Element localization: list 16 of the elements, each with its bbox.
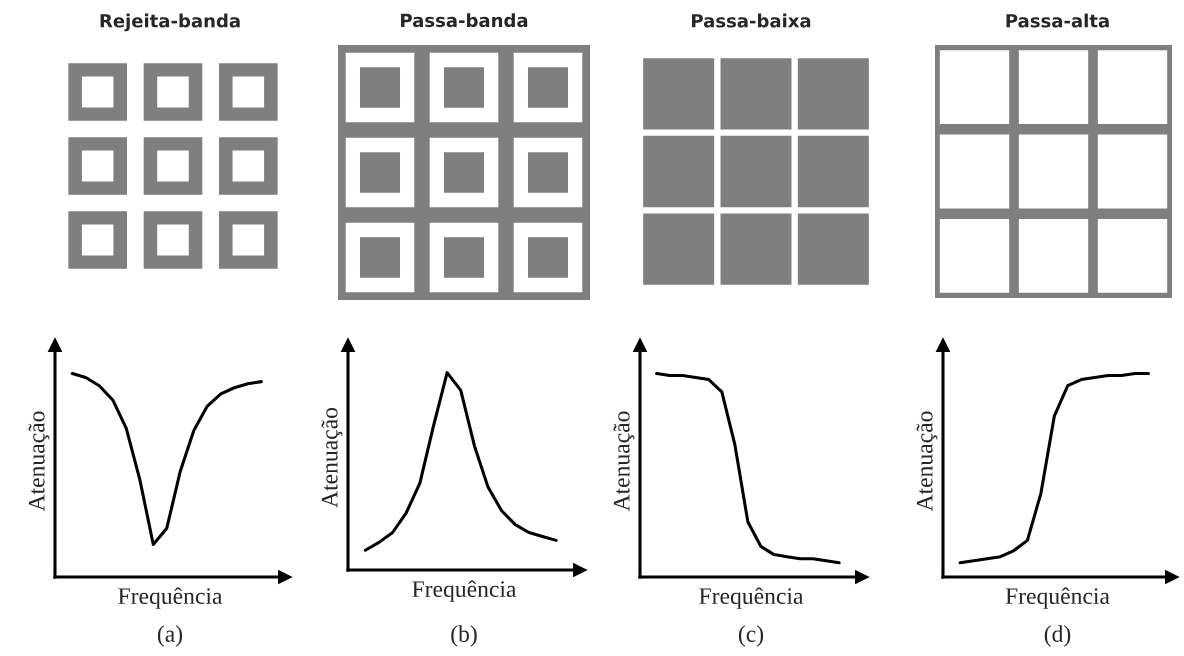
y-axis-title: Atenuação [28, 411, 50, 512]
chart-title: Rejeita-banda [100, 13, 240, 32]
chart-title: Passa-banda [401, 13, 528, 28]
x-axis-title: Frequência [118, 587, 223, 609]
chart-title: Passa-baixa [692, 13, 811, 28]
y-axis-title: Atenuação [321, 407, 343, 508]
text: (c) [738, 625, 764, 647]
y-axis-title: Atenuação [613, 411, 635, 512]
x-axis-title: Frequência [412, 580, 517, 602]
x-axis-title: Frequência [1005, 587, 1110, 609]
chart-title: Passa-alta [1006, 13, 1109, 28]
y-axis-title: Atenuação [916, 411, 938, 512]
x-axis-title: Frequência [699, 587, 804, 609]
text: (d) [1044, 625, 1071, 647]
text: (b) [451, 625, 477, 647]
text: (a) [157, 625, 183, 647]
